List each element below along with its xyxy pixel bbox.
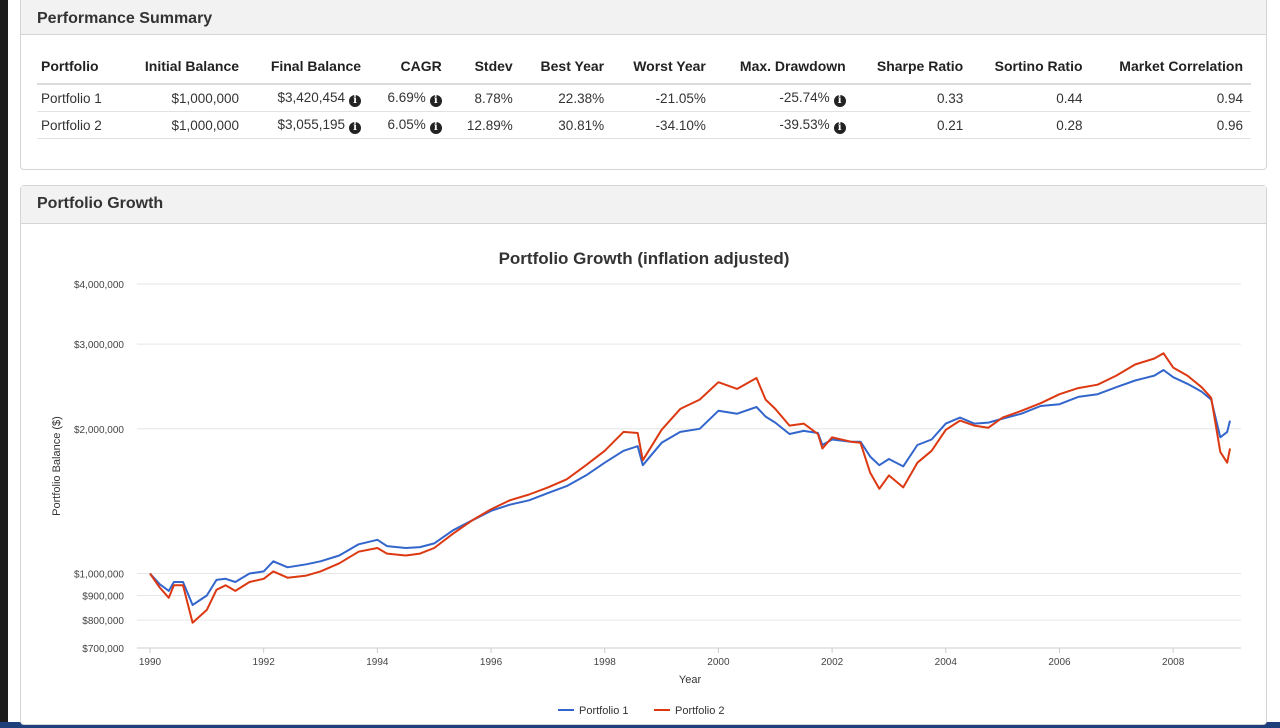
- x-tick-label: 2006: [1048, 657, 1071, 668]
- cell-sharpe-ratio: 0.21: [853, 111, 972, 139]
- y-axis-title: Portfolio Balance ($): [51, 416, 63, 516]
- cell-initial-balance: $1,000,000: [120, 111, 248, 139]
- y-tick-label: $2,000,000: [74, 425, 124, 436]
- cell-market-correlation: 0.94: [1090, 84, 1251, 112]
- max-drawdown-value: -39.53%: [779, 116, 830, 132]
- column-header-initial-balance: Initial Balance: [120, 49, 248, 85]
- x-tick-label: 1998: [594, 657, 617, 668]
- column-header-cagr: CAGR: [369, 49, 450, 85]
- max-drawdown-value: -25.74%: [779, 89, 830, 105]
- info-circle-icon[interactable]: i: [349, 94, 362, 107]
- legend-label-2: Portfolio 2: [675, 705, 725, 717]
- cell-final-balance: $3,420,454 i: [247, 84, 370, 112]
- cell-stdev: 8.78%: [449, 84, 521, 112]
- portfolio-growth-panel: Portfolio Growth: [20, 185, 1267, 725]
- info-circle-icon[interactable]: i: [429, 121, 442, 134]
- chart-title: Portfolio Growth (inflation adjusted): [499, 249, 790, 268]
- final-balance-value: $3,420,454: [277, 89, 346, 105]
- cell-sortino-ratio: 0.44: [971, 84, 1091, 112]
- window-edge: [0, 0, 8, 728]
- legend-label-1: Portfolio 1: [579, 705, 629, 717]
- column-header-market-correlation: Market Correlation: [1090, 49, 1251, 85]
- y-tick-label: $800,000: [82, 616, 124, 627]
- cell-sortino-ratio: 0.28: [971, 111, 1091, 139]
- taskbar-strip: [0, 722, 1280, 728]
- cagr-value: 6.05%: [387, 116, 426, 132]
- column-header-best-year: Best Year: [520, 49, 613, 85]
- cell-stdev: 12.89%: [449, 111, 521, 139]
- x-tick-label: 2008: [1162, 657, 1185, 668]
- cell-best-year: 22.38%: [520, 84, 613, 112]
- cell-worst-year: -34.10%: [612, 111, 714, 139]
- portfolio-growth-heading: Portfolio Growth: [21, 186, 1266, 224]
- y-tick-label: $700,000: [82, 644, 124, 655]
- cell-worst-year: -21.05%: [612, 84, 714, 112]
- x-tick-label: 2000: [707, 657, 730, 668]
- info-circle-icon[interactable]: i: [349, 121, 362, 134]
- table-row: Portfolio 2 $1,000,000 $3,055,195 i 6.05%…: [37, 111, 1251, 139]
- x-tick-label: 1990: [139, 657, 162, 668]
- final-balance-value: $3,055,195: [277, 116, 346, 132]
- performance-summary-table: Portfolio Initial Balance Final Balance …: [37, 49, 1251, 139]
- x-tick-label: 2004: [935, 657, 958, 668]
- column-header-sharpe-ratio: Sharpe Ratio: [853, 49, 972, 85]
- cell-final-balance: $3,055,195 i: [247, 111, 370, 139]
- table-header-row: Portfolio Initial Balance Final Balance …: [37, 49, 1251, 85]
- column-header-stdev: Stdev: [449, 49, 521, 85]
- cell-best-year: 30.81%: [520, 111, 613, 139]
- cell-portfolio: Portfolio 1: [37, 84, 121, 112]
- cell-max-drawdown: -25.74% i: [713, 84, 854, 112]
- column-header-max-drawdown: Max. Drawdown: [713, 49, 854, 85]
- cagr-value: 6.69%: [387, 89, 426, 105]
- cell-sharpe-ratio: 0.33: [853, 84, 972, 112]
- x-tick-label: 1994: [366, 657, 389, 668]
- y-tick-label: $900,000: [82, 592, 124, 603]
- x-axis-title: Year: [679, 674, 702, 686]
- cell-portfolio: Portfolio 2: [37, 111, 121, 139]
- info-circle-icon[interactable]: i: [429, 94, 442, 107]
- cell-market-correlation: 0.96: [1090, 111, 1251, 139]
- y-tick-label: $3,000,000: [74, 340, 124, 351]
- series-line-2: [149, 352, 1231, 624]
- x-tick-label: 1996: [480, 657, 503, 668]
- cell-cagr: 6.05% i: [369, 111, 450, 139]
- y-tick-label: $1,000,000: [74, 570, 124, 581]
- cell-initial-balance: $1,000,000: [120, 84, 248, 112]
- performance-summary-panel: Performance Summary Portfolio Initial Ba…: [20, 0, 1267, 170]
- cell-max-drawdown: -39.53% i: [713, 111, 854, 139]
- y-tick-label: $4,000,000: [74, 280, 124, 291]
- cell-cagr: 6.69% i: [369, 84, 450, 112]
- column-header-sortino-ratio: Sortino Ratio: [971, 49, 1091, 85]
- column-header-worst-year: Worst Year: [612, 49, 714, 85]
- info-circle-icon[interactable]: i: [833, 94, 846, 107]
- column-header-final-balance: Final Balance: [247, 49, 370, 85]
- info-circle-icon[interactable]: i: [833, 121, 846, 134]
- x-tick-label: 1992: [253, 657, 276, 668]
- column-header-portfolio: Portfolio: [37, 49, 121, 85]
- table-row: Portfolio 1 $1,000,000 $3,420,454 i 6.69%…: [37, 84, 1251, 112]
- performance-summary-heading: Performance Summary: [21, 0, 1266, 35]
- series-line-1: [149, 369, 1231, 606]
- x-tick-label: 2002: [821, 657, 844, 668]
